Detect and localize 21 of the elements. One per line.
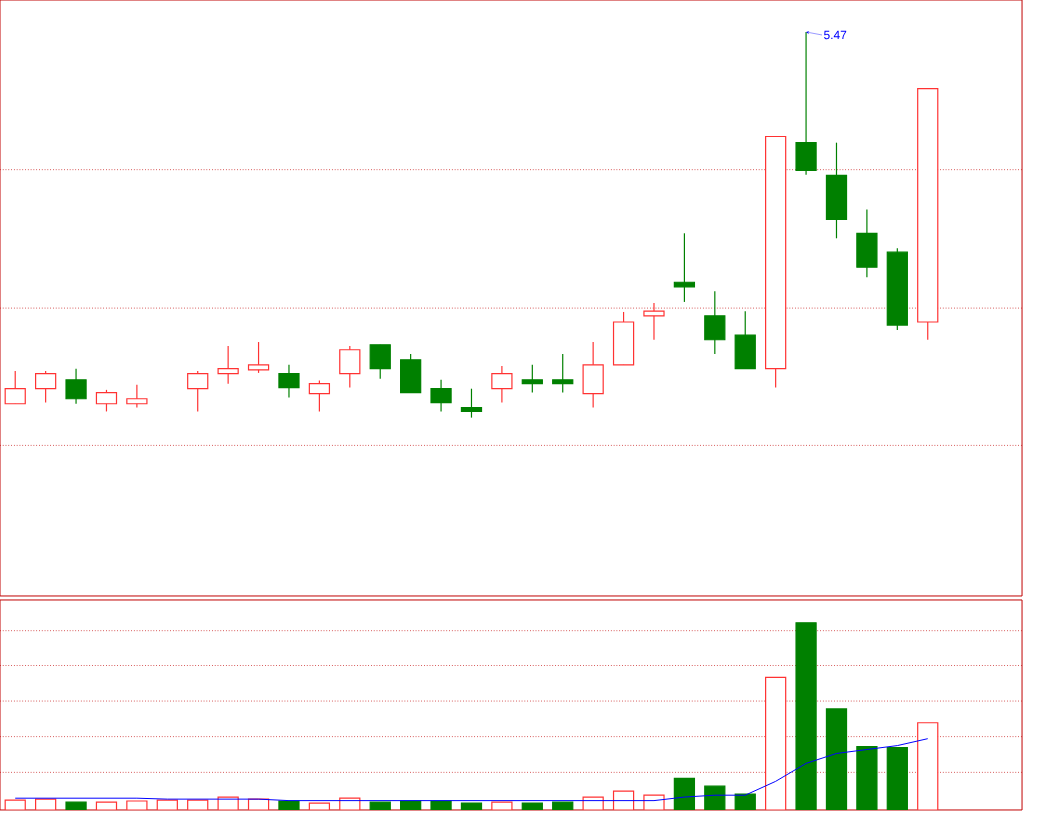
candlestick [704, 290, 726, 355]
candlestick [460, 388, 483, 419]
candlestick [187, 370, 209, 413]
candlestick [491, 365, 513, 404]
candlestick [673, 232, 696, 303]
candlestick [278, 364, 300, 399]
candlestick [95, 389, 118, 413]
candlestick [430, 379, 452, 413]
candlestick [247, 341, 270, 374]
candlestick [643, 302, 665, 341]
candlestick [339, 345, 361, 389]
candlestick [35, 370, 57, 404]
candlestick [4, 370, 26, 405]
candlestick [217, 345, 239, 385]
candlestick [552, 353, 574, 394]
candlestick [521, 364, 543, 394]
candlestick [308, 380, 331, 413]
candlestick [65, 368, 87, 405]
candlestick [369, 344, 391, 380]
candlestick [126, 384, 148, 409]
annotation: 5.47 [824, 30, 847, 40]
